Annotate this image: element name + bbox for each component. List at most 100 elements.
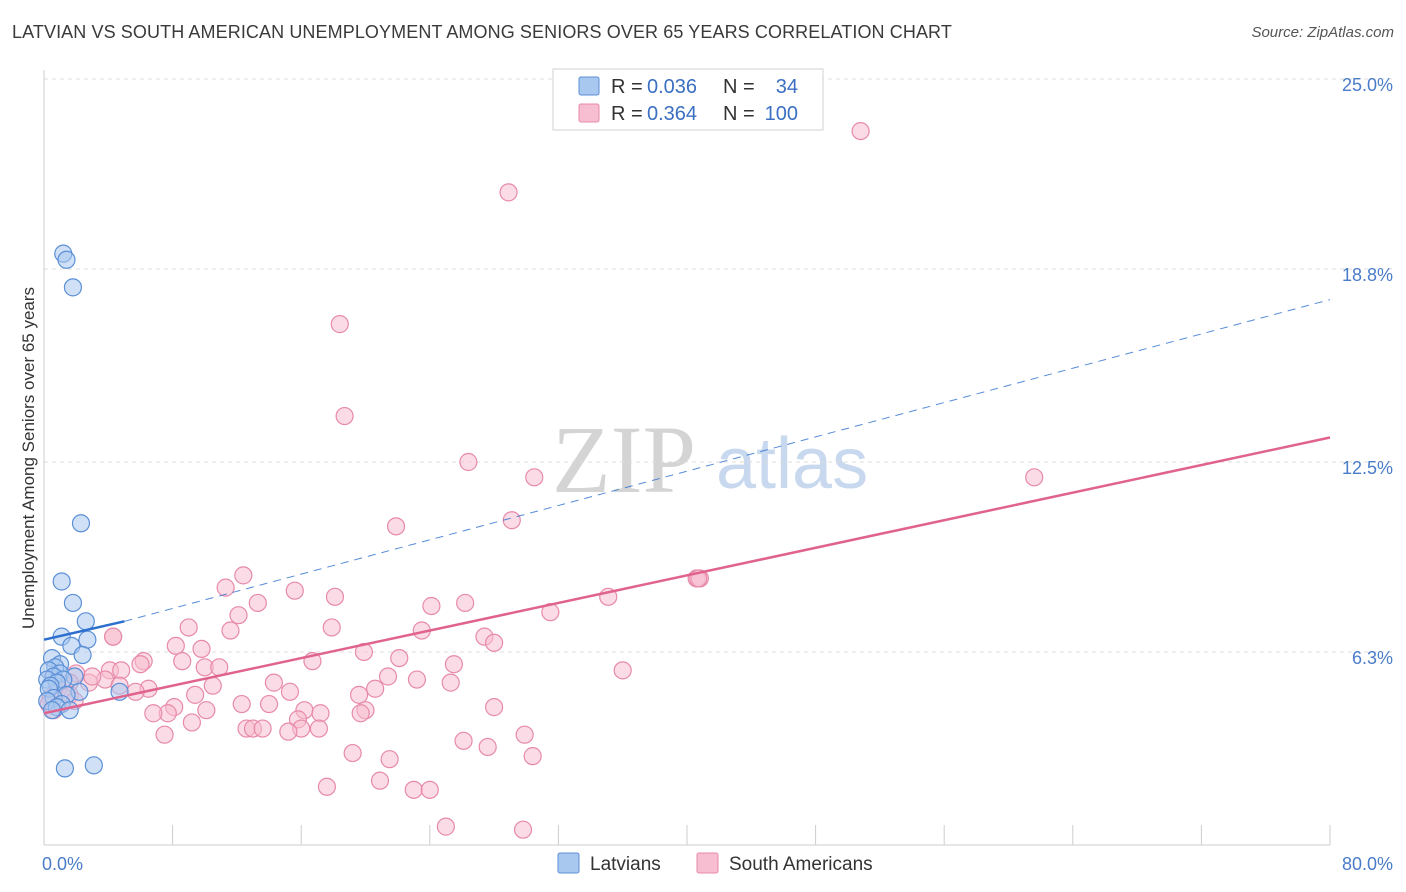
y-tick-label-3: 25.0%	[1342, 75, 1393, 95]
south-americans-point-1	[499, 183, 518, 202]
correlation-legend: R = 0.036 N = 34 R = 0.364 N = 100	[552, 68, 824, 131]
south-americans-point-19	[229, 606, 248, 625]
south-americans-point-17	[422, 596, 441, 616]
south-americans-point-13	[285, 581, 304, 600]
south-americans-point-7	[386, 517, 406, 536]
south-americans-point-82	[182, 713, 201, 732]
watermark-zip: ZIP	[552, 406, 696, 513]
x-tick-label-min: 0.0%	[42, 854, 83, 874]
south-americans-point-81	[279, 722, 298, 741]
south-americans-point-18	[456, 593, 475, 613]
legend-n-label-latvians: N =	[723, 76, 755, 98]
south-americans-point-80	[309, 719, 328, 738]
south-americans-point-9	[234, 566, 253, 585]
south-americans-point-99	[192, 639, 211, 659]
south-americans-point-68	[485, 698, 504, 717]
south-americans-point-85	[454, 731, 473, 750]
south-americans-point-16	[248, 593, 267, 613]
south-americans-point-42	[407, 670, 427, 689]
south-americans-point-86	[478, 737, 497, 757]
latvians-point-4	[52, 572, 71, 591]
south-americans-point-87	[343, 743, 362, 763]
south-americans-point-88	[523, 747, 542, 766]
south-americans-point-50	[280, 682, 300, 701]
south-americans-point-65	[232, 694, 251, 714]
latvians-point-8	[78, 630, 97, 649]
latvians-trendline	[43, 620, 125, 641]
legend-r-label-latvians: R =	[611, 76, 643, 98]
south-americans-point-89	[380, 750, 399, 769]
latvians-point-3	[71, 514, 91, 533]
legend-r-value-south-americans: 0.364	[647, 103, 697, 125]
series-legend-swatch-latvians[interactable]	[557, 852, 580, 874]
series-legend-label-south-americans[interactable]: South Americans	[729, 854, 873, 875]
south-americans-point-54	[83, 667, 102, 686]
south-americans-point-90	[370, 771, 390, 790]
south-americans-point-91	[317, 777, 337, 796]
south-americans-point-8	[502, 511, 521, 530]
south-americans-point-5	[525, 468, 544, 487]
south-americans-point-95	[513, 820, 533, 839]
latvians-point-10	[73, 645, 92, 665]
chart-title: LATVIAN VS SOUTH AMERICAN UNEMPLOYMENT A…	[12, 22, 952, 42]
gridlines	[44, 78, 1393, 653]
latvians-point-32	[55, 759, 74, 778]
south-americans-points	[39, 121, 1044, 839]
y-tick-labels: 6.3% 12.5% 18.8% 25.0%	[1342, 75, 1393, 668]
south-americans-point-6	[1025, 468, 1044, 487]
south-americans-point-93	[420, 780, 439, 799]
south-americans-point-70	[144, 704, 163, 723]
legend-n-label-south-americans: N =	[723, 103, 755, 125]
south-americans-point-41	[264, 673, 283, 692]
south-americans-point-40	[378, 667, 398, 686]
series-legend-swatch-south-americans[interactable]	[696, 852, 719, 874]
x-ticks	[43, 825, 1331, 845]
legend-swatch-south-americans	[578, 103, 600, 123]
latvians-point-6	[76, 612, 95, 631]
latvians-trendline-extension	[124, 299, 1331, 622]
south-americans-point-33	[131, 655, 150, 674]
south-americans-point-22	[322, 618, 341, 637]
y-tick-label-2: 18.8%	[1342, 265, 1393, 285]
trendlines	[43, 299, 1331, 715]
south-americans-point-0	[851, 121, 870, 141]
south-americans-point-27	[166, 636, 185, 655]
watermark: ZIP atlas	[552, 406, 868, 513]
south-americans-point-74	[351, 704, 370, 723]
y-tick-label-1: 12.5%	[1342, 458, 1393, 478]
y-axis-label: Unemployment Among Seniors over 65 years	[19, 287, 38, 629]
south-americans-point-78	[253, 719, 272, 738]
south-americans-point-44	[366, 679, 385, 698]
x-tick-label-max: 80.0%	[1342, 854, 1393, 874]
south-americans-point-14	[325, 587, 345, 606]
y-tick-label-0: 6.3%	[1352, 648, 1393, 668]
latvians-points	[38, 244, 129, 778]
legend-r-label-south-americans: R =	[611, 103, 643, 125]
south-americans-point-92	[404, 780, 423, 799]
south-americans-point-83	[155, 725, 174, 744]
watermark-atlas: atlas	[716, 424, 868, 504]
legend-swatch-latvians	[578, 76, 600, 96]
south-americans-point-2	[330, 315, 349, 334]
south-americans-point-64	[259, 694, 279, 714]
south-americans-point-38	[112, 661, 131, 680]
south-americans-point-39	[613, 661, 632, 680]
south-americans-point-66	[197, 701, 216, 720]
chart-source: Source: ZipAtlas.com	[1251, 24, 1394, 41]
south-americans-point-20	[179, 618, 198, 637]
south-americans-point-34	[173, 652, 192, 671]
south-americans-point-51	[349, 685, 369, 704]
series-legend-label-latvians[interactable]: Latvians	[590, 854, 661, 875]
series-legend: Latvians South Americans	[557, 852, 873, 875]
south-americans-point-43	[441, 673, 460, 692]
south-americans-point-52	[186, 685, 205, 704]
latvians-point-33	[84, 756, 103, 775]
south-americans-point-72	[311, 704, 330, 723]
latvians-point-5	[63, 593, 83, 613]
south-americans-point-49	[203, 676, 222, 695]
latvians-point-2	[63, 278, 83, 297]
latvians-point-1	[57, 250, 76, 269]
south-americans-point-12	[216, 578, 235, 597]
south-americans-point-29	[390, 648, 409, 668]
